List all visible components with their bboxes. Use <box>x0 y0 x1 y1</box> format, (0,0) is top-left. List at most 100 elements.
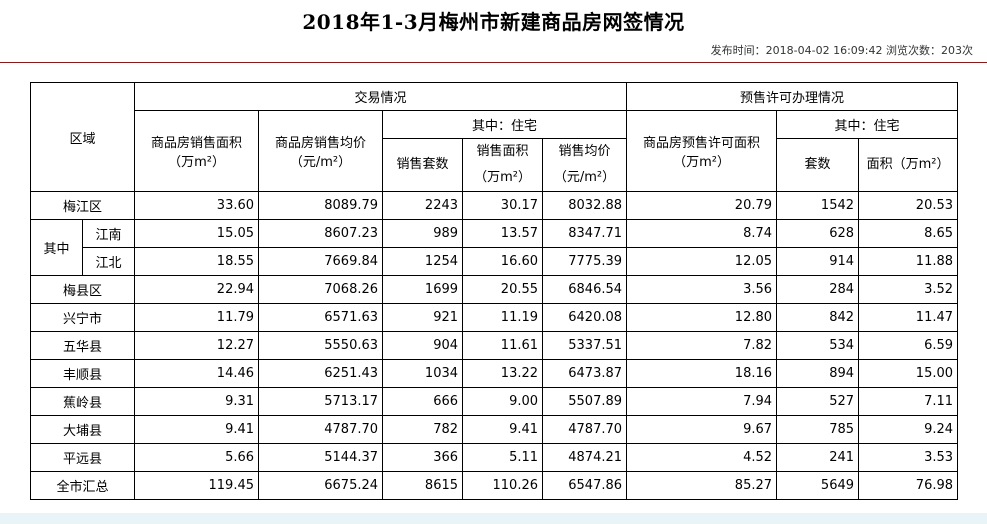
cell-presale-res-area: 76.98 <box>858 471 959 500</box>
cell-res-area: 11.19 <box>462 303 544 332</box>
cell-presale-area: 18.16 <box>626 359 778 388</box>
row-region: 江北 <box>81 247 136 276</box>
table-row: 五华县 12.27 5550.63 904 11.61 5337.51 7.82… <box>29 331 959 360</box>
table-row: 梅县区 22.94 7068.26 1699 20.55 6846.54 3.5… <box>29 275 959 304</box>
cell-res-units: 2243 <box>382 191 464 220</box>
cell-res-price: 6846.54 <box>542 275 628 304</box>
cell-sales-area: 22.94 <box>134 275 260 304</box>
row-region: 大埔县 <box>29 415 136 444</box>
row-region: 江南 <box>81 219 136 248</box>
cell-presale-units: 534 <box>776 331 860 360</box>
cell-res-units: 1699 <box>382 275 464 304</box>
cell-presale-area: 20.79 <box>626 191 778 220</box>
cell-sales-area: 33.60 <box>134 191 260 220</box>
cell-presale-area: 12.05 <box>626 247 778 276</box>
cell-presale-area: 9.67 <box>626 415 778 444</box>
residential-presale-header: 其中：住宅 <box>776 110 959 139</box>
table-row: 大埔县 9.41 4787.70 782 9.41 4787.70 9.67 7… <box>29 415 959 444</box>
table-row-total: 全市汇总 119.45 6675.24 8615 110.26 6547.86 … <box>29 471 959 500</box>
publish-time: 2018-04-02 16:09:42 <box>765 44 883 57</box>
cell-res-area: 13.22 <box>462 359 544 388</box>
cell-sales-area: 14.46 <box>134 359 260 388</box>
cell-presale-res-area: 20.53 <box>858 191 959 220</box>
cell-presale-res-area: 9.24 <box>858 415 959 444</box>
cell-avg-price: 4787.70 <box>258 415 384 444</box>
cell-sales-area: 12.27 <box>134 331 260 360</box>
cell-presale-area: 7.94 <box>626 387 778 416</box>
cell-presale-units: 241 <box>776 443 860 472</box>
cell-res-units: 989 <box>382 219 464 248</box>
cell-presale-units: 785 <box>776 415 860 444</box>
row-region: 平远县 <box>29 443 136 472</box>
col-presale-res-area-header: 面积（万m²） <box>858 138 959 192</box>
cell-presale-area: 85.27 <box>626 471 778 500</box>
cell-sales-area: 11.79 <box>134 303 260 332</box>
cell-presale-units: 5649 <box>776 471 860 500</box>
cell-res-area: 9.00 <box>462 387 544 416</box>
table-row: 其中 江南 15.05 8607.23 989 13.57 8347.71 8.… <box>30 219 959 276</box>
cell-avg-price: 5713.17 <box>258 387 384 416</box>
publish-label: 发布时间： <box>710 44 766 57</box>
table-row: 江北 18.55 7669.84 1254 16.60 7775.39 12.0… <box>31 247 959 276</box>
transaction-header: 交易情况 <box>134 82 628 111</box>
cell-presale-units: 527 <box>776 387 860 416</box>
cell-sales-area: 18.55 <box>134 247 260 276</box>
cell-presale-units: 894 <box>776 359 860 388</box>
cell-presale-res-area: 6.59 <box>858 331 959 360</box>
views-count: 203次 <box>941 44 973 57</box>
cell-res-area: 16.60 <box>462 247 544 276</box>
col-sales-area-header: 商品房销售面积 （万m²） <box>134 110 260 192</box>
cell-res-price: 5507.89 <box>542 387 628 416</box>
region-header: 区域 <box>29 82 136 192</box>
page-title: 2018年1-3月梅州市新建商品房网签情况 <box>302 10 685 34</box>
cell-res-area: 110.26 <box>462 471 544 500</box>
cell-presale-area: 8.74 <box>626 219 778 248</box>
cell-presale-area: 3.56 <box>626 275 778 304</box>
cell-presale-res-area: 11.47 <box>858 303 959 332</box>
cell-presale-units: 628 <box>776 219 860 248</box>
cell-res-units: 8615 <box>382 471 464 500</box>
row-region: 丰顺县 <box>29 359 136 388</box>
cell-avg-price: 7068.26 <box>258 275 384 304</box>
cell-res-area: 9.41 <box>462 415 544 444</box>
table-row: 平远县 5.66 5144.37 366 5.11 4874.21 4.52 2… <box>29 443 959 472</box>
presale-header: 预售许可办理情况 <box>626 82 959 111</box>
cell-presale-res-area: 15.00 <box>858 359 959 388</box>
cell-res-price: 5337.51 <box>542 331 628 360</box>
col-presale-area-header: 商品房预售许可面积 （万m²） <box>626 110 778 192</box>
cell-sales-area: 9.41 <box>134 415 260 444</box>
cell-res-area: 30.17 <box>462 191 544 220</box>
cell-res-price: 8347.71 <box>542 219 628 248</box>
cell-res-area: 13.57 <box>462 219 544 248</box>
cell-res-price: 4874.21 <box>542 443 628 472</box>
cell-sales-area: 15.05 <box>134 219 260 248</box>
footer-strip <box>0 513 987 524</box>
cell-res-units: 1034 <box>382 359 464 388</box>
cell-avg-price: 6675.24 <box>258 471 384 500</box>
table-row: 蕉岭县 9.31 5713.17 666 9.00 5507.89 7.94 5… <box>29 387 959 416</box>
cell-res-price: 4787.70 <box>542 415 628 444</box>
cell-res-units: 921 <box>382 303 464 332</box>
cell-avg-price: 6251.43 <box>258 359 384 388</box>
row-region: 兴宁市 <box>29 303 136 332</box>
cell-sales-area: 9.31 <box>134 387 260 416</box>
row-region: 蕉岭县 <box>29 387 136 416</box>
subgroup-label: 其中 <box>30 219 83 276</box>
col-res-area-header: 销售面积 （万m²） <box>462 138 544 192</box>
cell-res-price: 8032.88 <box>542 191 628 220</box>
cell-res-units: 366 <box>382 443 464 472</box>
table-row: 梅江区 33.60 8089.79 2243 30.17 8032.88 20.… <box>29 191 959 220</box>
cell-presale-units: 284 <box>776 275 860 304</box>
cell-presale-res-area: 7.11 <box>858 387 959 416</box>
publish-meta: 发布时间：2018-04-02 16:09:42 浏览次数：203次 <box>711 42 973 58</box>
cell-presale-res-area: 3.52 <box>858 275 959 304</box>
cell-res-units: 904 <box>382 331 464 360</box>
cell-presale-res-area: 3.53 <box>858 443 959 472</box>
title-divider <box>0 62 987 63</box>
cell-presale-area: 7.82 <box>626 331 778 360</box>
cell-presale-units: 914 <box>776 247 860 276</box>
cell-presale-area: 4.52 <box>626 443 778 472</box>
cell-res-price: 6420.08 <box>542 303 628 332</box>
cell-presale-res-area: 11.88 <box>858 247 959 276</box>
col-presale-units-header: 套数 <box>776 138 860 192</box>
